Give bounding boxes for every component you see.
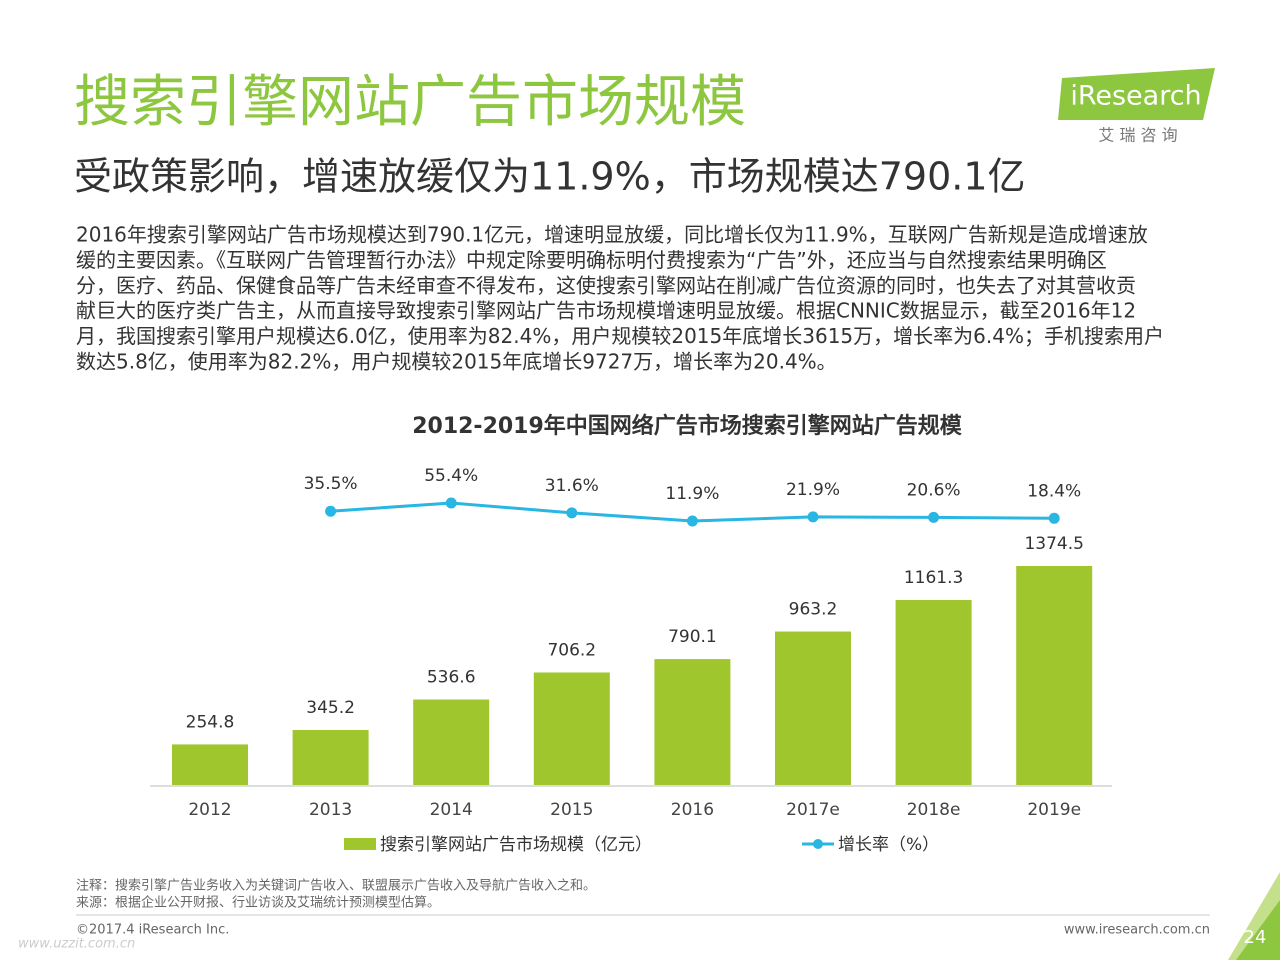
data-label: 706.2	[547, 640, 596, 660]
line-point	[686, 515, 698, 527]
line-point	[445, 497, 457, 509]
data-label: 18.4%	[1027, 481, 1081, 501]
logo-tagline: 艾 瑞 咨 询	[1098, 126, 1177, 145]
data-label: 963.2	[789, 600, 838, 620]
data-label: 790.1	[668, 627, 717, 647]
data-label: 11.9%	[665, 484, 719, 504]
bar	[1016, 566, 1093, 785]
data-label: 55.4%	[424, 466, 478, 486]
x-tick-label: 2019e	[1027, 800, 1081, 820]
bar	[172, 744, 248, 785]
x-tick-label: 2013	[309, 800, 352, 820]
page-number: 24	[1244, 927, 1267, 948]
corner-decoration	[1236, 900, 1280, 960]
data-label: 1161.3	[904, 568, 963, 588]
x-tick-label: 2018e	[907, 800, 961, 820]
paragraph-line: 献巨大的医疗类广告主，从而直接导致搜索引擎网站广告市场规模增速明显放缓。根据CN…	[76, 299, 1136, 323]
legend-swatch-bar	[344, 838, 376, 850]
data-label: 35.5%	[304, 474, 358, 494]
x-tick-label: 2016	[671, 800, 714, 820]
bar	[533, 672, 610, 785]
data-label: 21.9%	[786, 480, 840, 500]
bar	[413, 699, 490, 785]
data-label: 345.2	[306, 698, 355, 718]
logo-shape	[1058, 68, 1215, 120]
x-tick-label: 2014	[430, 800, 473, 820]
data-label: 20.6%	[907, 480, 961, 500]
x-tick-label: 2012	[188, 800, 231, 820]
legend-label: 增长率（%）	[838, 835, 939, 855]
chart-title: 2012-2019年中国网络广告市场搜索引擎网站广告规模	[412, 413, 963, 439]
legend-swatch-dot	[813, 839, 823, 849]
line-point	[928, 511, 940, 523]
note: 注释：搜索引擎广告业务收入为关键词广告收入、联盟展示广告收入及导航广告收入之和。	[76, 878, 596, 894]
bar	[292, 729, 369, 785]
paragraph-line: 2016年搜索引擎网站广告市场规模达到790.1亿元，增速明显放缓，同比增长仅为…	[76, 223, 1148, 247]
paragraph-line: 数达5.8亿，使用率为82.2%，用户规模较2015年底增长9727万，增长率为…	[76, 350, 837, 374]
logo-brand: iResearch	[1070, 81, 1201, 112]
paragraph-line: 月，我国搜索引擎用户规模达6.0亿，使用率为82.4%，用户规模较2015年底增…	[76, 324, 1164, 348]
x-tick-label: 2015	[550, 800, 593, 820]
data-label: 536.6	[427, 668, 476, 688]
data-label: 1374.5	[1024, 534, 1083, 554]
line-point	[325, 505, 337, 517]
note: 来源：根据企业公开财报、行业访谈及艾瑞统计预测模型估算。	[76, 895, 440, 911]
watermark: www.uzzit.com.cn	[18, 937, 135, 952]
paragraph: 2016年搜索引擎网站广告市场规模达到790.1亿元，增速明显放缓，同比增长仅为…	[76, 223, 1164, 374]
legend-label: 搜索引擎网站广告市场规模（亿元）	[380, 835, 652, 855]
slide-title: 搜索引擎网站广告市场规模	[74, 70, 746, 135]
slide-subtitle: 受政策影响，增速放缓仅为11.9%，市场规模达790.1亿	[74, 155, 1026, 199]
website: www.iresearch.com.cn	[1064, 923, 1210, 938]
bar	[775, 631, 851, 785]
line-point	[1048, 512, 1060, 524]
line-point	[566, 507, 578, 519]
data-label: 31.6%	[545, 476, 599, 496]
bar	[895, 599, 972, 785]
x-tick-label: 2017e	[786, 800, 840, 820]
paragraph-line: 缓的主要因素。《互联网广告管理暂行办法》中规定除要明确标明付费搜索为“广告”外，…	[76, 248, 1107, 272]
bar	[654, 659, 731, 785]
data-label: 254.8	[186, 712, 235, 732]
line-point	[807, 511, 819, 523]
copyright: ©2017.4 iResearch Inc.	[76, 923, 229, 938]
paragraph-line: 分，医疗、药品、保健食品等广告未经审查不得发布，这使搜索引擎网站在削减广告位资源…	[76, 273, 1136, 297]
